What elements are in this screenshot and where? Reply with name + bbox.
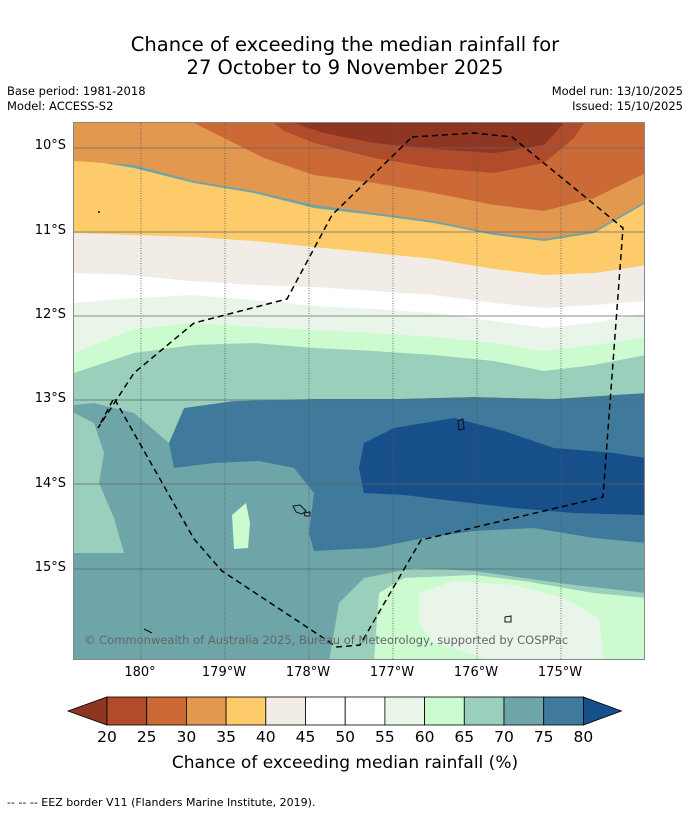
lat-label-14s: 14°S bbox=[34, 476, 66, 491]
copyright-text: © Commonwealth of Australia 2025, Bureau… bbox=[84, 633, 569, 647]
lon-label-176w: 176°W bbox=[453, 665, 499, 680]
colorbar-cell-35-40 bbox=[225, 696, 267, 726]
band-60-65-mid bbox=[74, 311, 644, 373]
lat-label-12s: 12°S bbox=[34, 307, 66, 322]
base-period: Base period: 1981-2018 bbox=[7, 84, 146, 98]
lon-label-178w: 178°W bbox=[285, 665, 331, 680]
colorbar-tick-35: 35 bbox=[216, 728, 236, 746]
colorbar-cell-50-55 bbox=[344, 696, 386, 726]
colorbar-cells bbox=[66, 696, 623, 726]
colorbar-title: Chance of exceeding median rainfall (%) bbox=[171, 753, 519, 773]
band-80-plus bbox=[359, 418, 644, 515]
meta-right: Model run: 13/10/2025 Issued: 15/10/2025 bbox=[552, 84, 683, 114]
model-run: Model run: 13/10/2025 bbox=[551, 84, 683, 98]
colorbar-cell-25-30 bbox=[146, 696, 187, 726]
band-40-45 bbox=[74, 231, 644, 308]
colorbar-cell-55-60 bbox=[384, 696, 425, 726]
lat-label-10s: 10°S bbox=[34, 138, 66, 153]
eez-border bbox=[97, 132, 624, 648]
green-patch bbox=[232, 503, 250, 549]
colorbar-tick-50: 50 bbox=[335, 728, 356, 746]
lat-label-13s: 13°S bbox=[34, 391, 66, 406]
meta-left: Base period: 1981-2018 Model: ACCESS-S2 bbox=[7, 84, 146, 114]
island-dot bbox=[98, 211, 100, 213]
colorbar bbox=[66, 696, 623, 726]
island-south bbox=[504, 615, 512, 623]
band-50-55 bbox=[74, 271, 644, 328]
colorbar-cell-40-45 bbox=[265, 696, 306, 726]
colorbar-tick-65: 65 bbox=[454, 728, 475, 746]
band-35-40 bbox=[74, 158, 644, 275]
colorbar-extend-high bbox=[583, 696, 623, 726]
colorbar-tick-20: 20 bbox=[97, 728, 117, 746]
colorbar-tick-80: 80 bbox=[573, 728, 594, 746]
colorbar-tick-75: 75 bbox=[533, 728, 554, 746]
colorbar-tick-55: 55 bbox=[375, 728, 395, 746]
colorbar-tick-25: 25 bbox=[136, 728, 157, 746]
graticule bbox=[140, 123, 562, 659]
colorbar-tick-40: 40 bbox=[255, 728, 276, 746]
model-name: Model: ACCESS-S2 bbox=[7, 99, 114, 113]
lon-label-180: 180° bbox=[124, 665, 156, 680]
chart-title-line1: Chance of exceeding the median rainfall … bbox=[130, 33, 560, 56]
issued-date: Issued: 15/10/2025 bbox=[572, 99, 683, 113]
colorbar-cell-60-65 bbox=[424, 696, 465, 726]
colorbar-cell-45-50 bbox=[305, 696, 346, 726]
colorbar-cell-75-80 bbox=[543, 696, 584, 726]
colorbar-cell-30-35 bbox=[185, 696, 227, 726]
island-north bbox=[457, 418, 465, 431]
band-under-20 bbox=[294, 123, 564, 153]
rainfall-map: © Commonwealth of Australia 2025, Bureau… bbox=[73, 122, 645, 660]
colorbar-tick-60: 60 bbox=[414, 728, 435, 746]
colorbar-extend-low bbox=[66, 696, 108, 726]
eez-legend: -- -- -- EEZ border V11 (Flanders Marine… bbox=[7, 796, 316, 809]
lat-label-11s: 11°S bbox=[34, 223, 66, 238]
colorbar-cell-65-70 bbox=[463, 696, 505, 726]
colorbar-tick-70: 70 bbox=[494, 728, 514, 746]
island-west-b bbox=[303, 511, 311, 517]
colorbar-tick-30: 30 bbox=[176, 728, 197, 746]
lon-label-179w: 179°W bbox=[201, 665, 247, 680]
lon-label-177w: 177°W bbox=[369, 665, 415, 680]
colorbar-cell-20-25 bbox=[106, 696, 148, 726]
colorbar-cell-70-75 bbox=[503, 696, 545, 726]
parallels bbox=[74, 147, 644, 570]
band-55-60-mid bbox=[74, 291, 644, 353]
chart-title-line2: 27 October to 9 November 2025 bbox=[186, 56, 504, 79]
island-sw bbox=[143, 628, 153, 634]
lon-label-175w: 175°W bbox=[537, 665, 583, 680]
band-65-70-west bbox=[74, 413, 124, 553]
colorbar-tick-45: 45 bbox=[295, 728, 316, 746]
lat-label-15s: 15°S bbox=[34, 560, 66, 575]
map-svg bbox=[74, 123, 644, 659]
